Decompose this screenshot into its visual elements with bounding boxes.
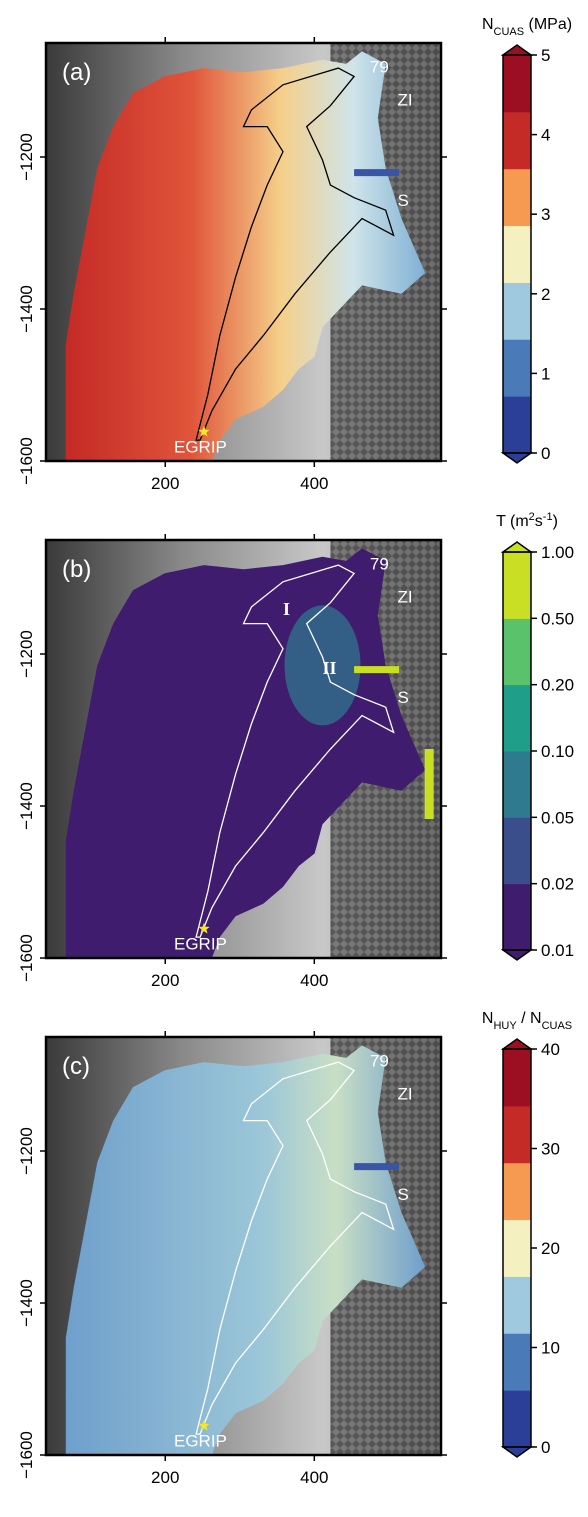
- y-tick-label: −1400: [17, 782, 36, 830]
- colorbar-tick-label: 40: [541, 1040, 560, 1059]
- colorbar-max-extend: [500, 1038, 534, 1050]
- colorbar-segment: [503, 684, 531, 752]
- plot-frame: [44, 538, 443, 960]
- plot-frame: [44, 1035, 443, 1457]
- colorbar-segment: [503, 1105, 531, 1164]
- ice-sheet-field: [65, 51, 426, 462]
- y-tick-label: −1400: [17, 1279, 36, 1327]
- colorbar-min-extend: [500, 1446, 534, 1458]
- region-label: II: [323, 658, 337, 678]
- glacier-label: S: [398, 1185, 409, 1204]
- colorbar-tick-label: 30: [541, 1140, 560, 1159]
- transmissivity-patch: [284, 605, 361, 726]
- colorbar-min-extend: [500, 452, 534, 464]
- colorbar-title: NHUY / NCUAS: [482, 1010, 572, 1032]
- colorbar-tick-label: 20: [541, 1239, 560, 1258]
- x-tick-label: 200: [151, 474, 179, 493]
- colorbar-tick-label: 0.01: [541, 941, 574, 960]
- colorbar-tick-label: 0.20: [541, 676, 574, 695]
- colorbar-segment: [503, 618, 531, 686]
- y-tick-label: −1200: [17, 1127, 36, 1175]
- x-tick-label: 400: [300, 1468, 328, 1487]
- x-tick-label: 200: [151, 1468, 179, 1487]
- colorbar-tick-label: 0.02: [541, 875, 574, 894]
- egrip-star-icon: [198, 922, 210, 934]
- colorbar-frame: [502, 54, 532, 454]
- colorbar-segment: [503, 1049, 531, 1107]
- glacier-label: S: [398, 688, 409, 707]
- colorbar-title: NCUAS (MPa): [482, 16, 572, 38]
- panel-label: (c): [62, 1053, 90, 1080]
- colorbar-tick-label: 1.00: [541, 543, 574, 562]
- y-tick-label: −1600: [17, 934, 36, 982]
- site-label: EGRIP: [174, 935, 227, 954]
- site-label: EGRIP: [174, 1432, 227, 1451]
- glacier-label: ZI: [398, 588, 413, 607]
- plot-frame: [44, 41, 443, 463]
- colorbar-segment: [503, 1219, 531, 1277]
- colorbar-segment: [503, 552, 531, 619]
- colorbar-segment: [503, 111, 531, 170]
- y-tick-label: −1600: [17, 1431, 36, 1479]
- colorbar-segment: [503, 817, 531, 885]
- y-tick-label: −1600: [17, 437, 36, 485]
- glacier-label: S: [398, 191, 409, 210]
- colorbar-segment: [503, 883, 531, 951]
- colorbar-tick-label: 10: [541, 1339, 560, 1358]
- glacier-label: ZI: [398, 91, 413, 110]
- x-tick-label: 400: [300, 474, 328, 493]
- colorbar-max-extend: [500, 541, 534, 553]
- colorbar-tick-label: 0.50: [541, 609, 574, 628]
- colorbar-tick-label: 0: [541, 1438, 550, 1457]
- egrip-star-icon: [198, 1419, 210, 1431]
- panel-label: (b): [62, 556, 91, 583]
- colorbar-tick-label: 4: [541, 126, 550, 145]
- colorbar-max-extend: [500, 44, 534, 56]
- colorbar-segment: [503, 1162, 531, 1221]
- colorbar-tick-label: 0: [541, 444, 550, 463]
- colorbar-title: T (m2s-1): [496, 511, 558, 530]
- x-tick-label: 200: [151, 971, 179, 990]
- colorbar-tick-label: 1: [541, 364, 550, 383]
- colorbar-segment: [503, 225, 531, 283]
- y-tick-label: −1400: [17, 285, 36, 333]
- colorbar-tick-label: 2: [541, 285, 550, 304]
- x-tick-label: 400: [300, 971, 328, 990]
- colorbar-segment: [503, 339, 531, 397]
- glacier-label: 79: [370, 1051, 389, 1070]
- region-label: I: [283, 599, 290, 619]
- glacier-label: 79: [370, 554, 389, 573]
- panel-3: EGRIP (c) 79 ZI S 200 400 −1200 −1400 −1600 0 10 20 3…: [17, 1010, 572, 1487]
- colorbar-segment: [503, 1276, 531, 1334]
- colorbar-tick-label: 0.10: [541, 742, 574, 761]
- y-tick-label: −1200: [17, 133, 36, 181]
- catchment-outline: [195, 1061, 395, 1435]
- glacier-label: 79: [370, 57, 389, 76]
- colorbar-segment: [503, 396, 531, 454]
- ice-sheet-field: [65, 1045, 426, 1455]
- colorbar-segment: [503, 168, 531, 227]
- egrip-star-icon: [198, 425, 210, 437]
- catchment-outline: [195, 67, 395, 441]
- colorbar-segment: [503, 282, 531, 340]
- panel-1: EGRIP (a) 79 ZI S 200 400 −1200 −1400 −1600 0 1 2 3 4 5…: [17, 16, 572, 493]
- colorbar-tick-label: 0.05: [541, 808, 574, 827]
- colorbar-segment: [503, 55, 531, 113]
- colorbar-tick-label: 5: [541, 46, 550, 65]
- colorbar-segment: [503, 1333, 531, 1391]
- glacier-label: ZI: [398, 1085, 413, 1104]
- colorbar-segment: [503, 1390, 531, 1448]
- y-tick-label: −1200: [17, 630, 36, 678]
- panel-label: (a): [62, 59, 91, 86]
- colorbar-min-extend: [500, 949, 534, 961]
- catchment-outline: [195, 564, 395, 938]
- colorbar-tick-label: 3: [541, 205, 550, 224]
- colorbar-segment: [503, 751, 531, 818]
- site-label: EGRIP: [174, 438, 227, 457]
